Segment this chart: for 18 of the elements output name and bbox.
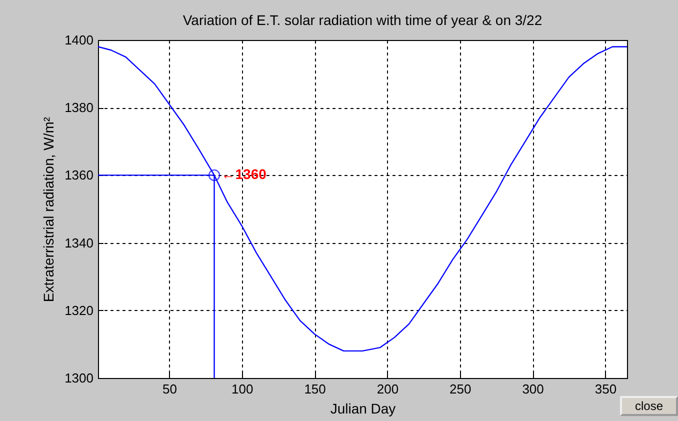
y-tick-label: 1300 <box>64 370 94 386</box>
y-tick-label: 1340 <box>64 235 94 250</box>
x-tick-label: 50 <box>162 382 177 396</box>
y-tick-label: 1380 <box>64 100 94 116</box>
chart-title: Variation of E.T. solar radiation with time of year & on 3/22 <box>182 12 542 28</box>
y-axis-title: Extraterristrial radiation, W/m² <box>40 116 57 302</box>
x-tick-label: 100 <box>232 382 254 396</box>
x-tick-label: 300 <box>522 382 544 396</box>
x-tick-label: 200 <box>376 382 399 396</box>
annotation: ←1360 <box>221 166 267 182</box>
x-tick-label: 250 <box>450 382 472 396</box>
x-tick-label: 150 <box>304 382 326 396</box>
x-axis-title: Julian Day <box>330 400 396 416</box>
y-tick-label: 1320 <box>64 302 94 318</box>
y-tick-label: 1360 <box>64 168 94 183</box>
y-tick-label: 1400 <box>64 32 94 48</box>
x-tick-label: 350 <box>594 382 617 396</box>
text: close <box>620 396 678 416</box>
